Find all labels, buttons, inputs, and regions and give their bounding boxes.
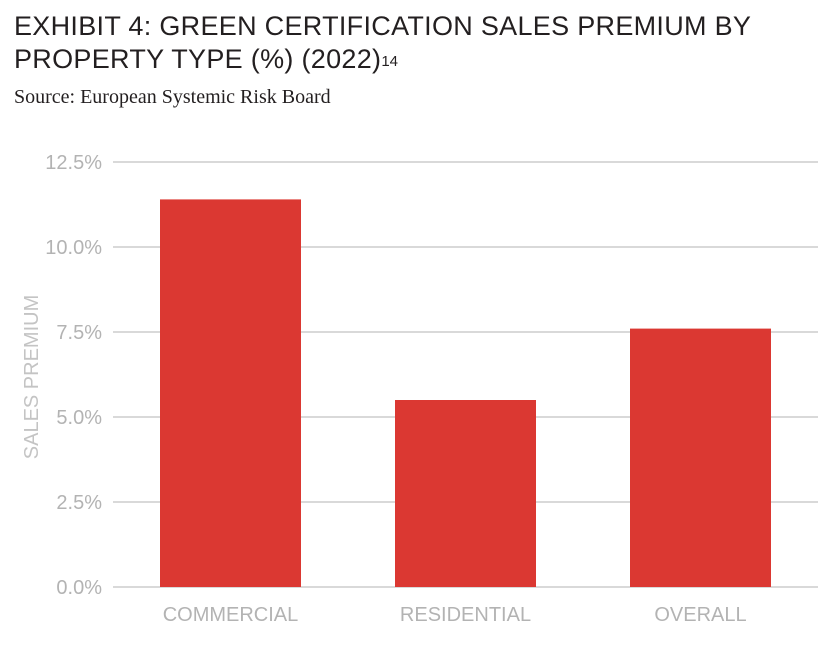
- y-tick-label: 0.0%: [56, 577, 102, 599]
- y-tick-label: 2.5%: [56, 492, 102, 514]
- x-category-label: RESIDENTIAL: [400, 604, 531, 626]
- bar-residential: [395, 400, 536, 587]
- y-axis-title: SALES PREMIUM: [21, 295, 43, 459]
- y-tick-label: 10.0%: [45, 237, 102, 259]
- y-tick-label: 7.5%: [56, 322, 102, 344]
- x-axis-categories: COMMERCIAL RESIDENTIAL OVERALL: [163, 604, 747, 626]
- y-axis-ticks: 0.0% 2.5% 5.0% 7.5% 10.0% 12.5%: [45, 152, 102, 599]
- x-category-label: COMMERCIAL: [163, 604, 299, 626]
- chart-title-text: EXHIBIT 4: GREEN CERTIFICATION SALES PRE…: [14, 11, 751, 74]
- bar-commercial: [160, 199, 301, 587]
- x-category-label: OVERALL: [654, 604, 746, 626]
- y-tick-label: 5.0%: [56, 407, 102, 429]
- source-note: Source: European Systemic Risk Board: [14, 86, 331, 108]
- footnote-marker: 14: [381, 53, 399, 70]
- bars: [160, 199, 771, 587]
- chart-title: EXHIBIT 4: GREEN CERTIFICATION SALES PRE…: [14, 10, 834, 76]
- bar-overall: [630, 328, 771, 587]
- y-tick-label: 12.5%: [45, 152, 102, 174]
